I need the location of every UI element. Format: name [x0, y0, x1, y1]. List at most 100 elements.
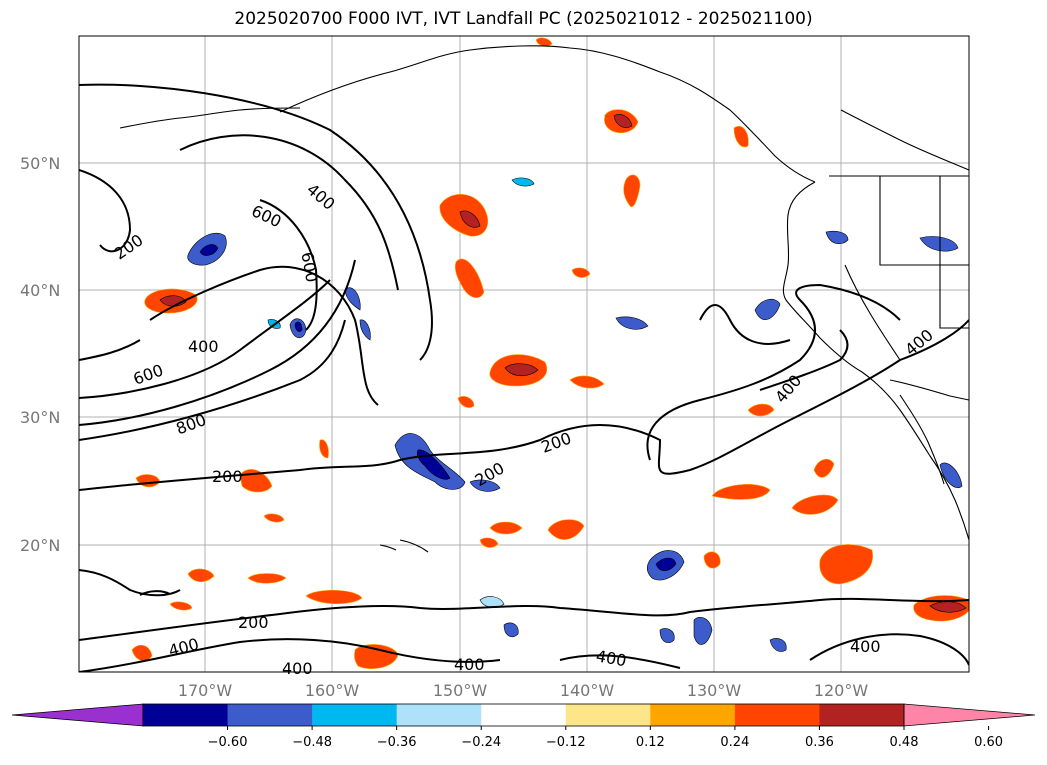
ivt-contour [79, 83, 433, 361]
colorbar: −0.60 −0.48 −0.36 −0.24 −0.12 0.12 0.24 0.36 0.4… [11, 703, 1036, 750]
pos-blob [547, 519, 585, 540]
state-border [844, 264, 901, 361]
neg-blob [655, 557, 677, 572]
pos-blob [354, 644, 399, 669]
map-frame [78, 35, 970, 673]
colorbar-tick-label: −0.36 [377, 735, 417, 750]
colorbar-segment [565, 704, 651, 726]
lon-tick-labels: 170°W 160°W 150°W 140°W 130°W 120°W [178, 681, 869, 700]
neg-blob [469, 479, 501, 492]
colorbar-tick-label: 0.60 [974, 735, 1003, 750]
colorbar-tick-label: −0.48 [292, 735, 332, 750]
neg-blob [693, 617, 713, 645]
ivt-contour [646, 283, 901, 461]
colorbar-tick-label: 0.24 [720, 735, 749, 750]
pos-blob [454, 258, 485, 298]
pos-blob [571, 267, 591, 278]
pos-blob [747, 403, 775, 417]
neg-blob [659, 628, 675, 643]
pos-blob [263, 513, 285, 523]
coastlines [119, 45, 969, 553]
pos-blob [791, 494, 839, 515]
pos-blob [131, 644, 153, 662]
colorbar-segment [734, 704, 820, 726]
ivt-contour [559, 654, 681, 669]
ivt-contour [79, 259, 356, 426]
contour-label-400: 400 [454, 655, 485, 674]
hawaii-islands [379, 539, 429, 553]
pos-blob [623, 174, 641, 208]
negative-pc-blobs [187, 177, 963, 652]
ivt-contour [139, 590, 171, 596]
canada-interior [840, 109, 969, 171]
pos-blob [479, 537, 499, 548]
colorbar-segment [819, 704, 905, 726]
aleutian-islands [119, 107, 301, 129]
lat-tick-label: 50°N [20, 154, 60, 173]
ivt-contour [79, 319, 969, 491]
pos-blob [813, 458, 835, 478]
colorbar-segment [396, 704, 482, 726]
pos-blob [733, 126, 749, 148]
pos-blob [929, 601, 967, 613]
pos-blob [187, 568, 215, 583]
ivt-contour [79, 339, 141, 361]
neg-blob [825, 230, 849, 245]
ivt-contour [259, 199, 318, 331]
colorbar-tick-label: 0.36 [805, 735, 834, 750]
ivt-contours [79, 83, 969, 672]
colorbar-extend-max [903, 703, 1036, 727]
neg-blob [769, 638, 787, 652]
alaska-coast [279, 45, 816, 183]
north-america-coast [782, 181, 969, 541]
pos-blob [459, 210, 481, 228]
pos-blob [169, 601, 193, 611]
contour-label-200: 200 [238, 613, 269, 632]
neg-blob [503, 622, 519, 637]
neg-blob [939, 462, 963, 488]
state-border [879, 176, 969, 266]
state-border [939, 176, 969, 329]
colorbar-segment [227, 704, 313, 726]
pos-blob [703, 551, 721, 569]
us-mexico-border [889, 379, 969, 401]
colorbar-tick-label: 0.48 [890, 735, 919, 750]
ivt-contour [79, 597, 969, 641]
lon-tick-label: 120°W [814, 681, 869, 700]
lon-tick-label: 150°W [433, 681, 488, 700]
pos-blob [711, 484, 771, 500]
neg-blob [344, 287, 361, 311]
lat-tick-label: 20°N [20, 536, 60, 555]
ivt-contour [79, 169, 132, 253]
neg-blob [479, 596, 505, 608]
contour-label-400: 400 [282, 659, 313, 678]
pos-blob [569, 375, 605, 389]
baja-california [899, 394, 945, 485]
colorbar-border [142, 703, 905, 727]
ivt-contour [79, 279, 331, 399]
lat-tick-label: 40°N [20, 281, 60, 300]
lon-tick-label: 140°W [560, 681, 615, 700]
ivt-contour [699, 304, 791, 345]
pos-blob [613, 114, 633, 128]
neg-blob [511, 177, 535, 187]
pos-blob [247, 573, 287, 584]
pos-blob [504, 363, 539, 377]
ivt-contour [149, 265, 379, 406]
map-title: 2025020700 F000 IVT, IVT Landfall PC (20… [234, 9, 813, 29]
pos-blob [457, 396, 475, 408]
pos-blob [489, 521, 523, 535]
neg-blob [294, 321, 303, 332]
colorbar-segment [481, 704, 567, 726]
ivt-contour [79, 319, 346, 441]
ivt-contour [809, 633, 969, 666]
contour-label-200: 200 [212, 467, 243, 486]
ivt-contour [179, 134, 399, 291]
lat-tick-label: 30°N [20, 408, 60, 427]
colorbar-extend-min [11, 703, 144, 727]
colorbar-tick-label: −0.24 [461, 735, 501, 750]
neg-blob [919, 236, 959, 252]
colorbar-segment [143, 704, 229, 726]
pos-blob [305, 589, 363, 605]
